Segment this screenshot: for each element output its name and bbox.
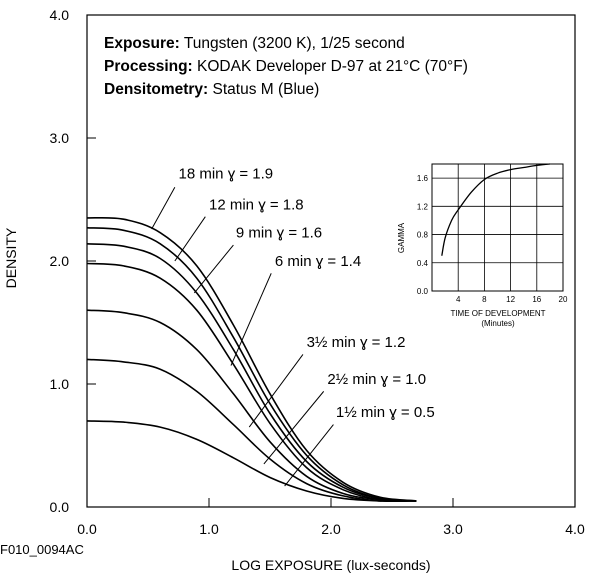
- x-tick-label: 0.0: [77, 521, 97, 537]
- density-curve: [86, 227, 417, 502]
- annotation-block: Exposure: Tungsten (3200 K), 1/25 second…: [104, 35, 468, 98]
- y-tick-label: 4.0: [50, 7, 70, 23]
- density-curve: [86, 420, 417, 502]
- note-processing: Processing: KODAK Developer D-97 at 21°C…: [104, 58, 468, 75]
- density-curve: [86, 243, 417, 502]
- x-axis-ticks: 0.0 1.0 2.0 3.0 4.0: [77, 498, 585, 537]
- density-curve: [86, 309, 417, 502]
- inset-y-title: GAMMA: [397, 222, 406, 253]
- density-curve: [86, 358, 417, 503]
- inset-plot-frame: [431, 163, 564, 292]
- inset-y-tick-label: 1.6: [417, 174, 429, 183]
- curve-label: 3½ min ɣ = 1.2: [307, 334, 406, 351]
- y-tick-label: 3.0: [50, 130, 70, 146]
- note-exposure: Exposure: Tungsten (3200 K), 1/25 second: [104, 35, 405, 52]
- inset-plot: 0.0 0.4 0.8 1.2 1.6 4 8 12 16 20 GAMMA TIME OF D…: [397, 163, 568, 328]
- inset-x-tick-label: 4: [456, 295, 461, 304]
- inset-y-tick-label: 1.2: [417, 202, 429, 211]
- curve-label-leader: [248, 354, 304, 428]
- y-tick-label: 0.0: [50, 499, 70, 515]
- figure-id: F010_0094AC: [0, 542, 84, 557]
- inset-y-tick-label: 0.8: [417, 231, 429, 240]
- curve-label-leader: [263, 391, 325, 465]
- inset-grid: [432, 164, 563, 291]
- inset-x-tick-label: 8: [482, 295, 487, 304]
- inset-x-title: TIME OF DEVELOPMENT: [450, 309, 545, 318]
- curve-label-leader: [193, 244, 234, 294]
- y-tick-label: 1.0: [50, 376, 70, 392]
- x-axis-title: LOG EXPOSURE (lux-seconds): [231, 557, 430, 573]
- curve-label-leader: [151, 186, 176, 230]
- inset-x-subtitle: (Minutes): [481, 319, 515, 328]
- curve-series: [86, 216, 417, 503]
- curve-label-leader: [230, 273, 272, 366]
- y-axis-ticks: 0.0 1.0 2.0 3.0 4.0: [50, 7, 96, 515]
- x-tick-label: 3.0: [443, 521, 463, 537]
- curve-label: 12 min ɣ = 1.8: [209, 196, 304, 213]
- x-tick-label: 2.0: [321, 521, 341, 537]
- y-axis-title: DENSITY: [3, 227, 19, 288]
- inset-y-ticks: 0.0 0.4 0.8 1.2 1.6: [417, 174, 429, 296]
- curve-label-leader: [284, 424, 334, 487]
- inset-x-tick-label: 16: [532, 295, 541, 304]
- inset-y-tick-label: 0.4: [417, 259, 429, 268]
- x-tick-label: 4.0: [565, 521, 585, 537]
- curve-label: 1½ min ɣ = 0.5: [336, 404, 435, 421]
- curve-label: 6 min ɣ = 1.4: [275, 253, 361, 270]
- note-densitometry: Densitometry: Status M (Blue): [104, 81, 319, 98]
- y-tick-label: 2.0: [50, 253, 70, 269]
- inset-x-ticks: 4 8 12 16 20: [456, 295, 568, 304]
- density-curve: [86, 216, 417, 502]
- density-curve: [86, 262, 417, 502]
- curve-label: 2½ min ɣ = 1.0: [327, 371, 426, 388]
- main-plot: 0.0 1.0 2.0 3.0 4.0 0.0 1.0 2.0 3.0 4.0 18 min ɣ…: [3, 7, 585, 573]
- gamma-curve: [441, 163, 550, 256]
- inset-x-tick-label: 20: [559, 295, 568, 304]
- curve-labels: 18 min ɣ = 1.9 12 min ɣ = 1.8 9 min ɣ = 1.…: [151, 166, 435, 487]
- inset-x-tick-label: 12: [506, 295, 515, 304]
- curve-label-leader: [174, 216, 206, 262]
- inset-gamma-curve: [441, 163, 550, 256]
- inset-y-tick-label: 0.0: [417, 287, 429, 296]
- curve-label: 9 min ɣ = 1.6: [236, 225, 322, 242]
- curve-label: 18 min ɣ = 1.9: [179, 166, 274, 183]
- x-tick-label: 1.0: [199, 521, 219, 537]
